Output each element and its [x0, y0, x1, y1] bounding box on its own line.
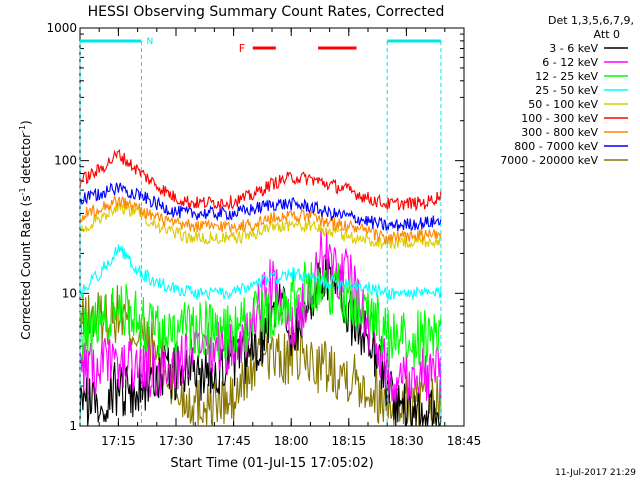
- legend-entry-label: 3 - 6 keV: [549, 42, 598, 55]
- x-tick-label: 18:15: [332, 434, 367, 448]
- y-axis-label-superscript: -1: [18, 187, 27, 195]
- x-tick-label: 17:15: [101, 434, 136, 448]
- series-line: [79, 182, 442, 232]
- series-line: [79, 148, 442, 212]
- x-tick-label: 18:45: [447, 434, 482, 448]
- series-line: [79, 228, 442, 403]
- x-tick-label: 18:00: [274, 434, 309, 448]
- flare-label: F: [239, 42, 245, 55]
- y-tick-label: 10: [62, 286, 77, 300]
- legend-entry-label: 7000 - 20000 keV: [500, 154, 598, 167]
- series-line: [79, 201, 442, 250]
- footer-date: 11-Jul-2017 21:29: [555, 468, 636, 478]
- x-tick-label: 17:45: [216, 434, 251, 448]
- y-tick-label: 1: [69, 419, 77, 433]
- series-layer: [79, 148, 442, 427]
- y-axis-label-part: ): [19, 120, 33, 125]
- legend-entry-label: 50 - 100 keV: [528, 98, 598, 111]
- legend-entry-label: 12 - 25 keV: [535, 70, 598, 83]
- legend-header-line: Att 0: [594, 28, 620, 41]
- legend-header-line: Det 1,3,5,6,7,9,: [548, 14, 634, 27]
- legend-entry-label: 100 - 300 keV: [521, 112, 598, 125]
- y-tick-label: 1000: [46, 21, 77, 35]
- y-axis-label-part: detector: [19, 133, 33, 188]
- y-tick-label: 100: [54, 154, 77, 168]
- x-tick-label: 17:30: [159, 434, 194, 448]
- y-axis: 1 10 100 1000: [46, 21, 464, 433]
- legend-entry-label: 300 - 800 keV: [521, 126, 598, 139]
- legend-entry-label: 25 - 50 keV: [535, 84, 598, 97]
- y-axis-label-part: Corrected Count Rate (s: [19, 195, 33, 339]
- night-label: N: [146, 37, 153, 47]
- chart-title: HESSI Observing Summary Count Rates, Cor…: [88, 4, 445, 20]
- series-line: [79, 194, 442, 245]
- series-line: [79, 244, 442, 302]
- legend-entry-label: 6 - 12 keV: [542, 56, 598, 69]
- x-tick-label: 18:30: [389, 434, 424, 448]
- x-axis-label: Start Time (01-Jul-15 17:05:02): [170, 456, 373, 471]
- y-axis-label-superscript: -1: [18, 125, 27, 133]
- legend-entry-label: 800 - 7000 keV: [514, 140, 598, 153]
- series-line: [79, 261, 442, 369]
- y-axis-label: Corrected Count Rate (s-1 detector-1): [18, 120, 33, 339]
